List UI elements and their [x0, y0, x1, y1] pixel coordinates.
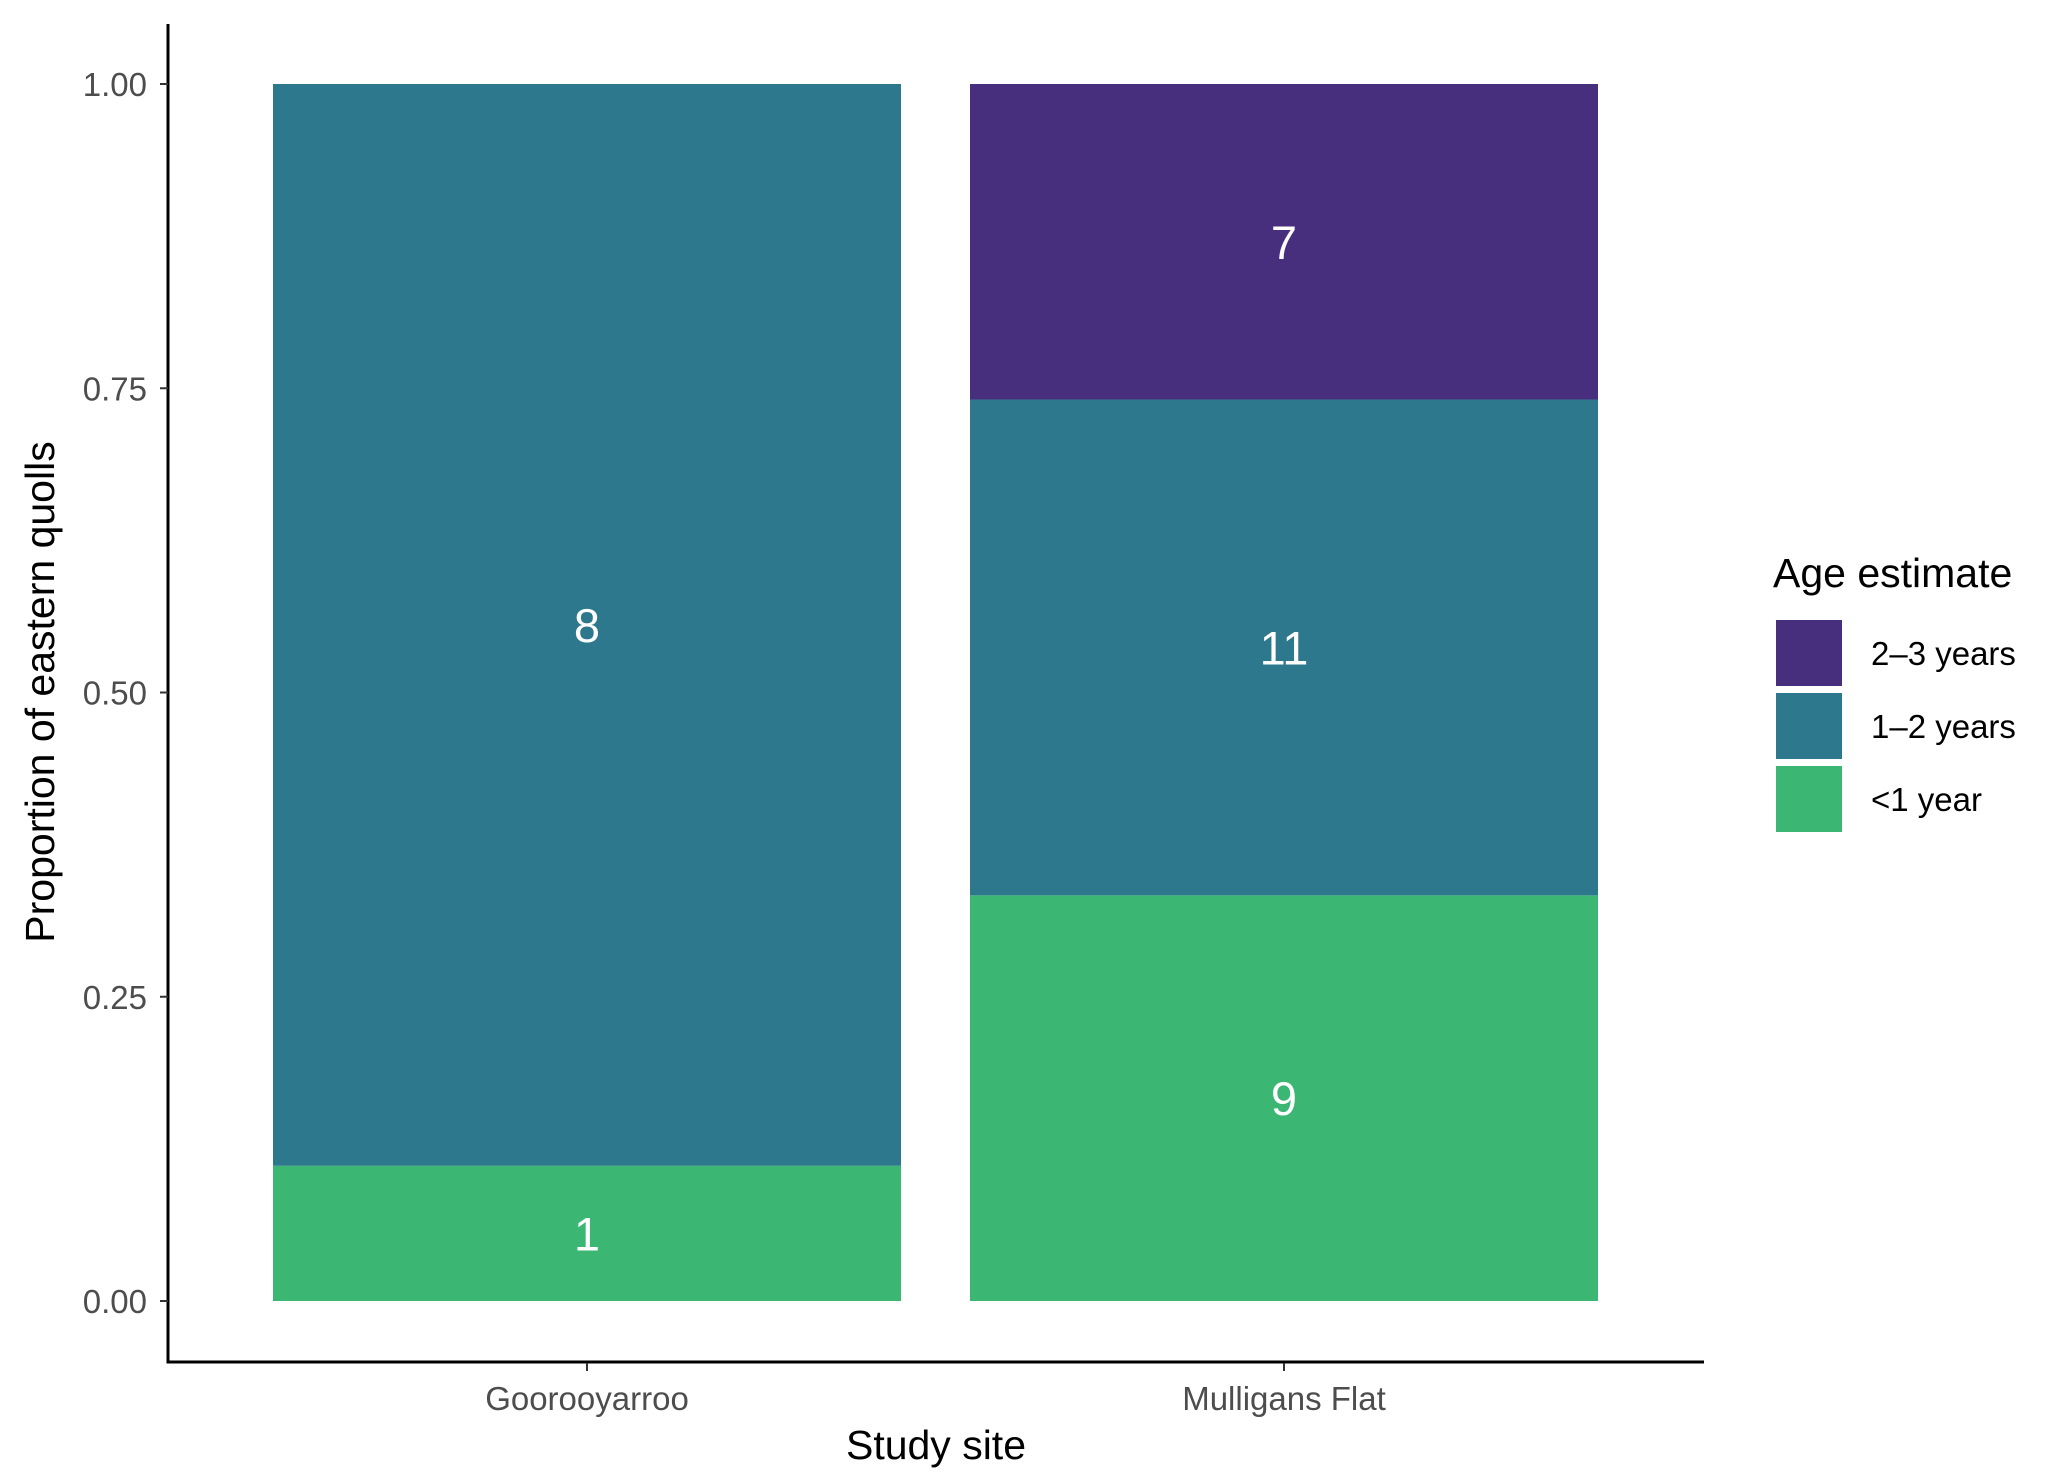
segment-label-goorooyarroo-1-year: 1	[574, 1207, 600, 1260]
legend-key-1-2-years	[1776, 693, 1842, 759]
segment-label-mulligans-flat-2-3-years: 7	[1271, 216, 1297, 269]
x-axis-title: Study site	[846, 1422, 1026, 1468]
y-tick-label: 1.00	[83, 66, 147, 103]
legend-title: Age estimate	[1773, 550, 2012, 596]
legend-label-2-3-years: 2–3 years	[1871, 635, 2016, 672]
y-tick-label: 0.75	[83, 370, 147, 407]
legend-label-1-year: <1 year	[1871, 781, 1982, 818]
bar-segment-mulligans-flat-1-2-years	[970, 399, 1598, 896]
segment-label-mulligans-flat-1-year: 9	[1271, 1072, 1297, 1125]
legend-key-2-3-years	[1776, 620, 1842, 686]
y-axis-title: Proportion of eastern quolls	[17, 441, 63, 942]
y-tick-label: 0.00	[83, 1283, 147, 1320]
x-tick-label-goorooyarroo: Goorooyarroo	[485, 1380, 689, 1417]
y-axis-ticks: 0.00 0.25 0.50 0.75 1.00	[83, 66, 168, 1320]
x-axis-ticks: Goorooyarroo Mulligans Flat	[485, 1363, 1386, 1417]
legend-label-1-2-years: 1–2 years	[1871, 708, 2016, 745]
segment-count-labels: 1 8 9 11 7	[574, 216, 1308, 1261]
legend-key-1-year	[1776, 766, 1842, 832]
bars-layer	[273, 84, 1598, 1301]
segment-label-goorooyarroo-1-2-years: 8	[574, 599, 600, 652]
y-tick-label: 0.25	[83, 979, 147, 1016]
bar-segment-goorooyarroo-1-2-years	[273, 84, 901, 1166]
x-tick-label-mulligans-flat: Mulligans Flat	[1182, 1380, 1386, 1417]
bar-segment-mulligans-flat-2-3-years	[970, 84, 1598, 400]
legend: Age estimate 2–3 years 1–2 years <1 year	[1773, 550, 2016, 832]
bar-segment-goorooyarroo-1-year	[273, 1165, 901, 1301]
y-tick-label: 0.50	[83, 675, 147, 712]
bar-segment-mulligans-flat-1-year	[970, 895, 1598, 1301]
segment-label-mulligans-flat-1-2-years: 11	[1260, 621, 1309, 674]
